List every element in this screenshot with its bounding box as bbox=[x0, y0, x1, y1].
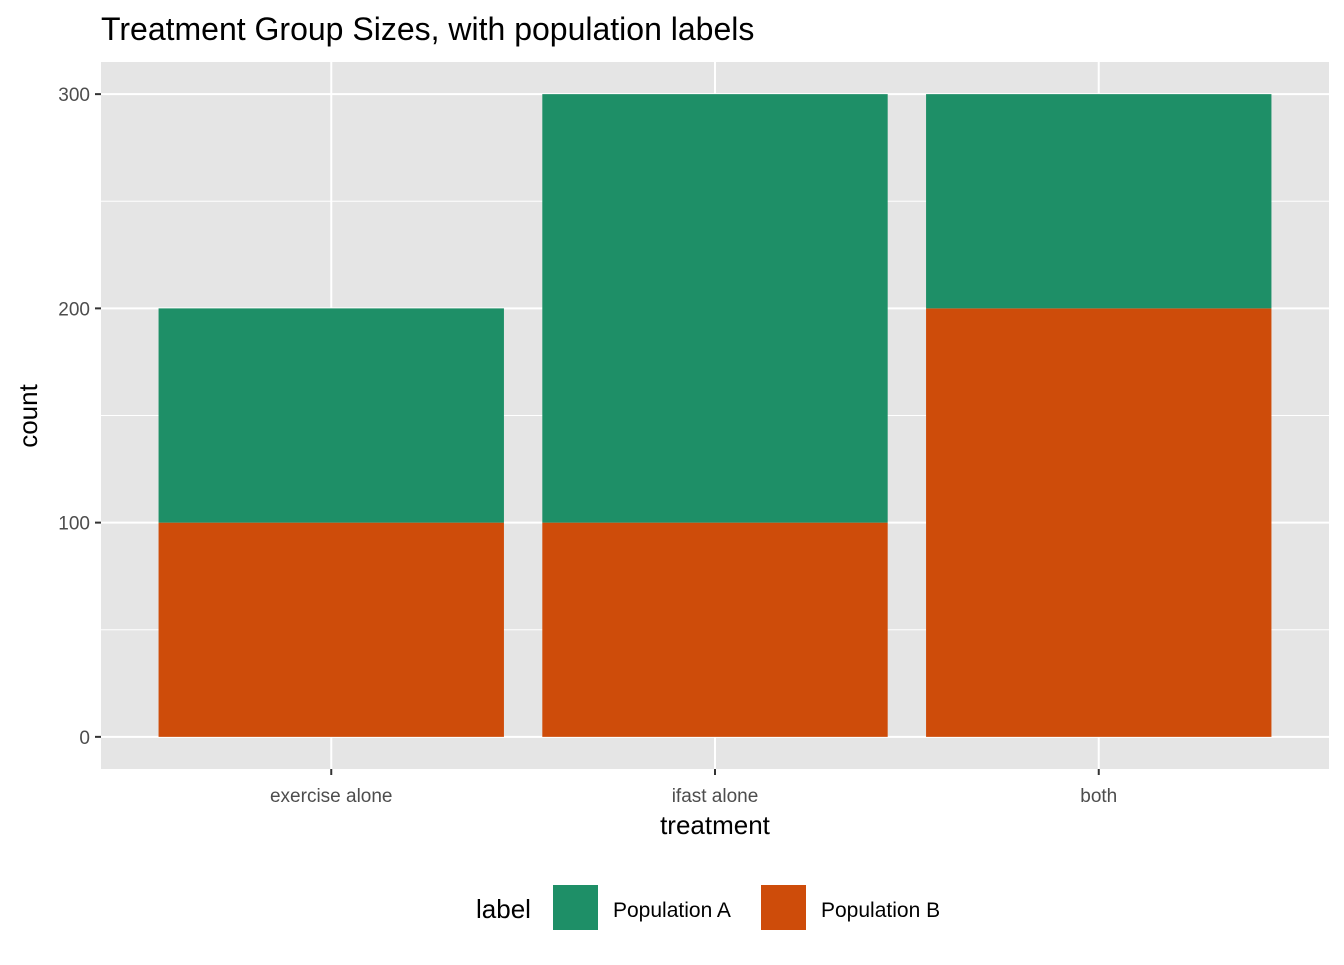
x-tick-label: ifast alone bbox=[672, 786, 759, 807]
bar-population-b bbox=[926, 308, 1272, 737]
bar-population-a bbox=[926, 94, 1272, 309]
legend-label-population-b: Population B bbox=[821, 899, 940, 922]
y-tick-label: 300 bbox=[58, 85, 90, 106]
x-tick-label: exercise alone bbox=[270, 786, 393, 807]
legend-title: label bbox=[476, 894, 531, 924]
legend-key-population-a bbox=[553, 885, 598, 930]
chart-title: Treatment Group Sizes, with population l… bbox=[101, 11, 754, 47]
x-axis-label: treatment bbox=[660, 810, 771, 840]
legend-key-population-b bbox=[761, 885, 806, 930]
legend-label-population-a: Population A bbox=[613, 899, 731, 922]
x-tick-label: both bbox=[1080, 786, 1117, 807]
bar-population-a bbox=[542, 94, 888, 523]
bar-population-b bbox=[542, 522, 888, 737]
y-tick-label: 0 bbox=[79, 728, 90, 749]
legend: label Population A Population B bbox=[476, 885, 940, 930]
y-axis-label: count bbox=[13, 383, 43, 447]
y-tick-label: 200 bbox=[58, 299, 90, 320]
y-tick-label: 100 bbox=[58, 514, 90, 535]
bar-population-a bbox=[158, 308, 504, 523]
bar-population-b bbox=[158, 522, 504, 737]
